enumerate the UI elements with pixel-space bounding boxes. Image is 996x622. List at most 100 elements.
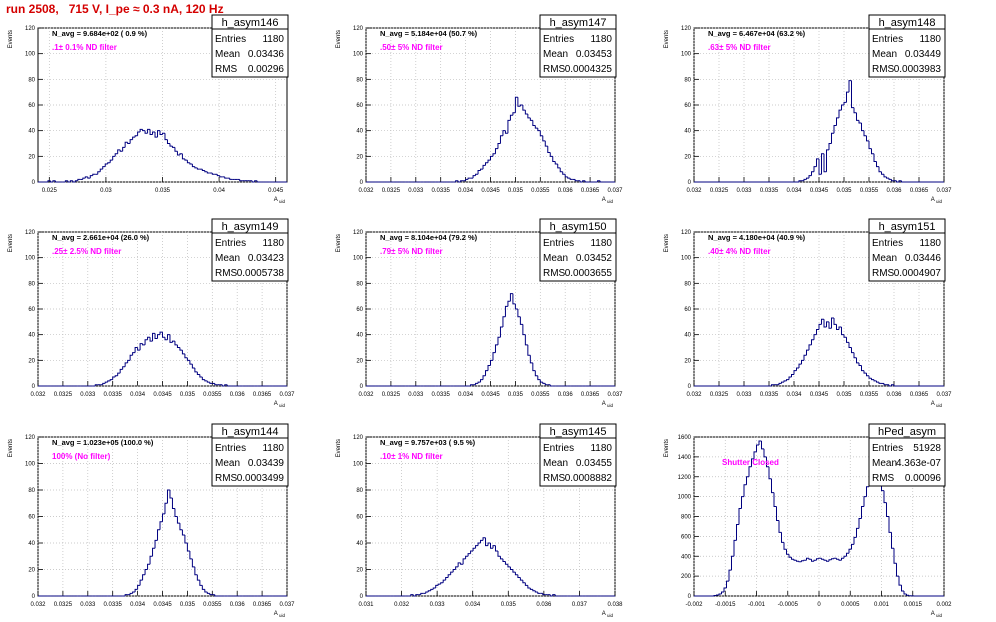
histogram-bin: [487, 159, 491, 163]
histogram-bin: [793, 559, 797, 561]
histogram-bin: [552, 594, 556, 596]
histogram-bin: [806, 557, 809, 561]
histogram-bin: [497, 143, 501, 149]
histogram-bin: [519, 316, 523, 325]
x-tick-label: 0.034: [458, 392, 474, 398]
histogram-bin: [743, 484, 747, 497]
histogram-bin: [179, 347, 183, 351]
histogram-bin: [876, 380, 879, 383]
histogram-bin: [485, 370, 489, 376]
histogram-bin: [801, 560, 804, 562]
x-tick-label: 0.0345: [481, 188, 500, 194]
histogram-bin: [129, 592, 133, 595]
histogram-bin: [482, 537, 486, 541]
y-tick-label: 40: [28, 129, 35, 135]
histogram-bin: [149, 555, 153, 565]
histogram-bin: [112, 155, 116, 161]
stats-label: Mean: [872, 458, 897, 469]
x-tick-label: 0.045: [268, 188, 284, 194]
histogram-bin: [194, 368, 198, 373]
histogram-bin: [748, 466, 752, 477]
histogram-bin: [181, 350, 185, 355]
histogram-bin: [184, 535, 188, 544]
histogram-bin: [475, 382, 479, 385]
histogram-bin: [206, 171, 210, 174]
histogram-bin: [144, 339, 148, 345]
histogram-bin: [425, 591, 429, 594]
stats-value: 1180: [262, 34, 284, 45]
histogram-bin: [201, 169, 205, 171]
stats-label: RMS: [543, 268, 566, 279]
histogram-bin: [579, 180, 583, 183]
stats-label: Mean: [215, 253, 240, 264]
stats-label: RMS: [543, 473, 566, 484]
histogram-bin: [152, 131, 156, 135]
histogram-bin: [547, 146, 551, 153]
histogram-panel: -0.002 -0.0015 -0.001 -0.0005 0 0.0005 0.001 0.…: [664, 423, 952, 618]
histogram-bin: [873, 379, 877, 382]
histogram-bin: [846, 91, 849, 103]
histogram-bin: [522, 324, 526, 336]
histogram-bin: [191, 164, 195, 168]
histogram-bin: [492, 545, 496, 549]
histogram-bin: [826, 149, 829, 172]
histogram-bin: [254, 180, 258, 182]
histogram-bin: [129, 139, 133, 144]
histogram-bin: [214, 594, 218, 597]
y-tick-label: 80: [684, 281, 691, 287]
y-axis-label: Events: [664, 30, 670, 48]
histogram-bin: [818, 158, 822, 175]
histogram-bin: [475, 545, 479, 549]
histogram-bin: [524, 334, 528, 346]
y-tick-label: 20: [28, 358, 35, 364]
y-tick-label: 20: [28, 568, 35, 574]
histogram-bin: [554, 594, 558, 597]
histogram-bin: [194, 566, 198, 576]
x-tick-label: 0.0355: [860, 188, 879, 194]
histogram-bin: [499, 556, 503, 560]
stats-value: 1180: [590, 238, 612, 249]
histogram-bin: [470, 550, 474, 554]
histogram-bin: [214, 383, 218, 386]
n-avg-annotation: N_avg = 4.180e+04 (40.9 %): [708, 233, 806, 242]
stats-label: RMS: [872, 64, 895, 75]
histogram-bin: [97, 171, 101, 175]
x-tick-label: 0.033: [80, 602, 96, 608]
histogram-bin: [853, 352, 857, 359]
histogram-bin: [211, 173, 215, 175]
y-tick-label: 0: [688, 594, 692, 600]
y-tick-label: 100: [25, 462, 36, 468]
histogram-bin: [102, 382, 106, 385]
stats-value: 0.00296: [248, 64, 285, 75]
x-tick-label: 0.038: [607, 602, 623, 608]
histogram-bin: [467, 553, 471, 557]
y-tick-label: 40: [356, 541, 363, 547]
n-avg-annotation: N_avg = 5.184e+04 (50.7 %): [380, 29, 478, 38]
x-tick-label: 0.0345: [153, 392, 172, 398]
histogram-bin: [181, 153, 185, 160]
histogram-bin: [539, 130, 543, 137]
x-axis-label: A uid: [931, 401, 943, 408]
histogram-bin: [871, 378, 874, 381]
histogram-bin: [119, 368, 123, 374]
histogram-bin: [509, 114, 513, 121]
stats-label: Mean: [215, 458, 240, 469]
histogram-bin: [134, 347, 138, 353]
stats-label: Entries: [543, 443, 574, 454]
x-tick-label: 0.025: [42, 188, 58, 194]
histogram-bin: [514, 96, 518, 113]
histogram-bin: [878, 166, 882, 173]
histogram-bin: [512, 293, 516, 305]
histogram-bin: [490, 543, 493, 549]
x-tick-label: 0.0345: [153, 602, 172, 608]
y-tick-label: 100: [353, 256, 364, 262]
histogram-bin: [801, 359, 804, 365]
histogram-bin: [54, 180, 58, 183]
histogram-bin: [127, 359, 131, 363]
histogram-bin: [92, 173, 96, 176]
x-tick-label: 0.002: [936, 602, 952, 608]
filter-annotation: .63± 5% ND filter: [708, 43, 771, 52]
histogram-bin: [893, 384, 897, 387]
histogram-bin: [219, 175, 223, 178]
histogram-bin: [224, 384, 228, 386]
